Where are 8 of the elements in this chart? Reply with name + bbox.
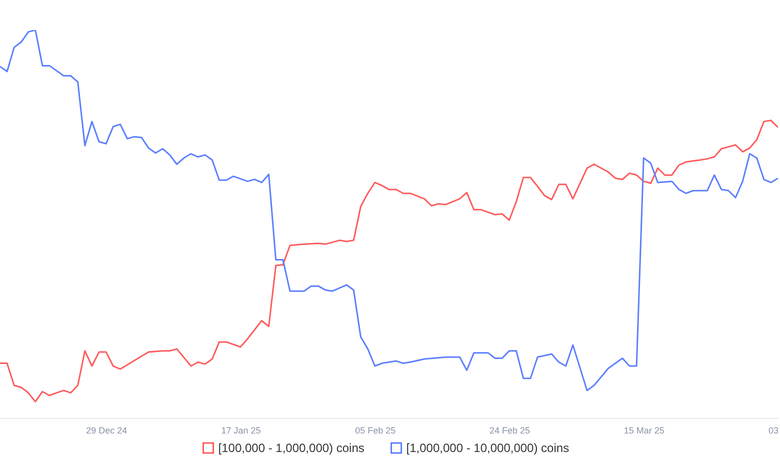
x-tick-label: 15 Mar 25 [624,426,664,436]
x-tick-label: 24 Feb 25 [489,426,530,436]
x-tick-label: 29 Dec 24 [86,426,128,436]
x-tick-label: 05 Feb 25 [355,426,396,436]
legend-label: [100,000 - 1,000,000) coins [218,441,364,455]
x-tick-label: 03 [768,426,778,436]
x-tick-label: 17 Jan 25 [221,426,261,436]
legend-label: [1,000,000 - 10,000,000) coins [406,441,570,455]
